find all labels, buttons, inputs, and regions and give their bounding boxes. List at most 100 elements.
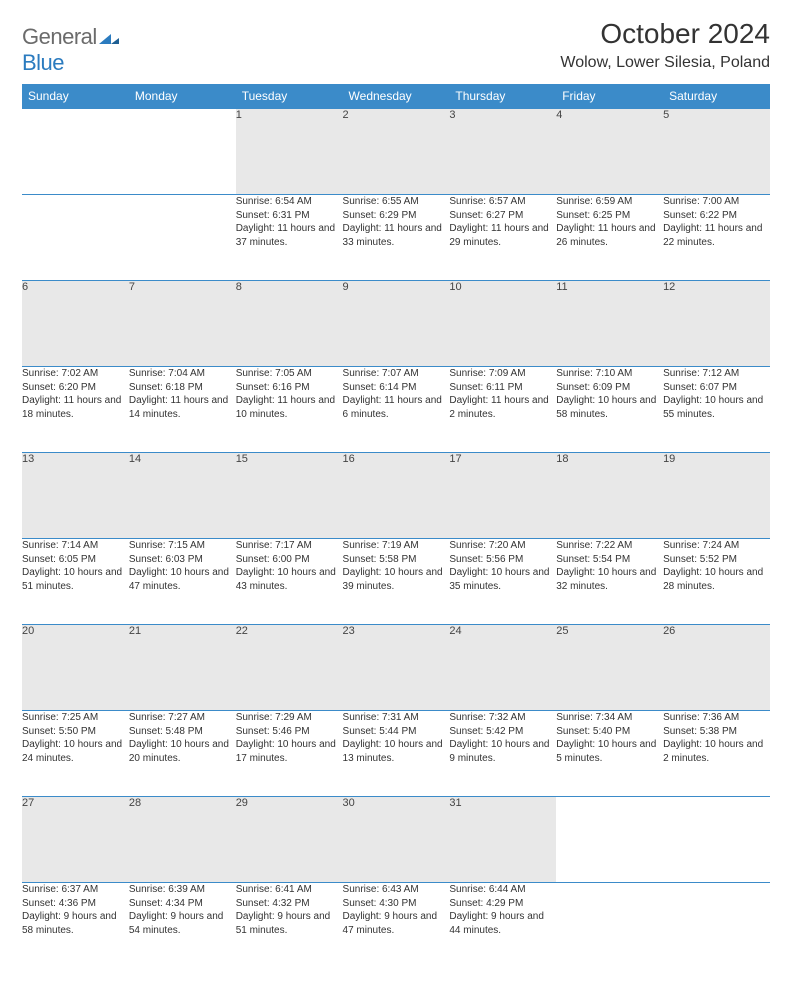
day-number-cell: 22 — [236, 625, 343, 711]
day-detail-cell: Sunrise: 7:27 AMSunset: 5:48 PMDaylight:… — [129, 711, 236, 797]
sunset-text: Sunset: 5:58 PM — [343, 553, 450, 567]
day-number-cell: 23 — [343, 625, 450, 711]
sunrise-text: Sunrise: 7:34 AM — [556, 711, 663, 725]
daylight-text: Daylight: 10 hours and 35 minutes. — [449, 566, 556, 593]
title-block: October 2024 Wolow, Lower Silesia, Polan… — [560, 18, 770, 72]
day-detail-cell — [129, 195, 236, 281]
sunrise-text: Sunrise: 7:25 AM — [22, 711, 129, 725]
day-detail-cell: Sunrise: 6:37 AMSunset: 4:36 PMDaylight:… — [22, 883, 129, 969]
header: General Blue October 2024 Wolow, Lower S… — [22, 18, 770, 76]
day-number-cell: 12 — [663, 281, 770, 367]
day-number-row: 6789101112 — [22, 281, 770, 367]
sunrise-text: Sunrise: 7:07 AM — [343, 367, 450, 381]
day-detail-cell: Sunrise: 6:44 AMSunset: 4:29 PMDaylight:… — [449, 883, 556, 969]
sunrise-text: Sunrise: 6:43 AM — [343, 883, 450, 897]
calendar-table: Sunday Monday Tuesday Wednesday Thursday… — [22, 84, 770, 969]
sunrise-text: Sunrise: 6:39 AM — [129, 883, 236, 897]
daylight-text: Daylight: 10 hours and 13 minutes. — [343, 738, 450, 765]
sunrise-text: Sunrise: 7:10 AM — [556, 367, 663, 381]
day-number-cell: 31 — [449, 797, 556, 883]
location: Wolow, Lower Silesia, Poland — [560, 54, 770, 72]
day-number-cell: 2 — [343, 109, 450, 195]
sunset-text: Sunset: 4:32 PM — [236, 897, 343, 911]
day-number-cell: 11 — [556, 281, 663, 367]
daylight-text: Daylight: 10 hours and 55 minutes. — [663, 394, 770, 421]
sunrise-text: Sunrise: 7:36 AM — [663, 711, 770, 725]
day-detail-cell: Sunrise: 6:54 AMSunset: 6:31 PMDaylight:… — [236, 195, 343, 281]
sunrise-text: Sunrise: 7:04 AM — [129, 367, 236, 381]
daylight-text: Daylight: 9 hours and 44 minutes. — [449, 910, 556, 937]
sunset-text: Sunset: 6:14 PM — [343, 381, 450, 395]
day-number-cell: 18 — [556, 453, 663, 539]
day-number-cell — [22, 109, 129, 195]
day-number-cell — [129, 109, 236, 195]
day-number-cell: 26 — [663, 625, 770, 711]
day-number-cell — [556, 797, 663, 883]
day-number-cell: 1 — [236, 109, 343, 195]
day-number-cell: 4 — [556, 109, 663, 195]
day-number-cell: 20 — [22, 625, 129, 711]
sunset-text: Sunset: 6:03 PM — [129, 553, 236, 567]
daylight-text: Daylight: 10 hours and 58 minutes. — [556, 394, 663, 421]
day-detail-cell: Sunrise: 7:02 AMSunset: 6:20 PMDaylight:… — [22, 367, 129, 453]
sunrise-text: Sunrise: 7:20 AM — [449, 539, 556, 553]
day-detail-cell: Sunrise: 7:34 AMSunset: 5:40 PMDaylight:… — [556, 711, 663, 797]
sunset-text: Sunset: 5:52 PM — [663, 553, 770, 567]
day-number-cell: 7 — [129, 281, 236, 367]
sunrise-text: Sunrise: 7:14 AM — [22, 539, 129, 553]
day-number-cell: 6 — [22, 281, 129, 367]
sunset-text: Sunset: 6:00 PM — [236, 553, 343, 567]
day-number-cell: 30 — [343, 797, 450, 883]
day-number-cell: 27 — [22, 797, 129, 883]
day-number-cell: 16 — [343, 453, 450, 539]
daylight-text: Daylight: 10 hours and 17 minutes. — [236, 738, 343, 765]
sunrise-text: Sunrise: 7:22 AM — [556, 539, 663, 553]
sunrise-text: Sunrise: 7:32 AM — [449, 711, 556, 725]
sunset-text: Sunset: 6:18 PM — [129, 381, 236, 395]
weekday-header: Sunday — [22, 84, 129, 109]
day-number-cell: 19 — [663, 453, 770, 539]
sunset-text: Sunset: 6:09 PM — [556, 381, 663, 395]
day-detail-cell — [556, 883, 663, 969]
sunset-text: Sunset: 6:29 PM — [343, 209, 450, 223]
sunset-text: Sunset: 4:36 PM — [22, 897, 129, 911]
daylight-text: Daylight: 10 hours and 47 minutes. — [129, 566, 236, 593]
sunrise-text: Sunrise: 6:57 AM — [449, 195, 556, 209]
day-number-row: 2728293031 — [22, 797, 770, 883]
day-number-cell: 15 — [236, 453, 343, 539]
sunset-text: Sunset: 6:31 PM — [236, 209, 343, 223]
day-number-cell: 14 — [129, 453, 236, 539]
daylight-text: Daylight: 9 hours and 54 minutes. — [129, 910, 236, 937]
sunrise-text: Sunrise: 7:24 AM — [663, 539, 770, 553]
daylight-text: Daylight: 11 hours and 29 minutes. — [449, 222, 556, 249]
sunset-text: Sunset: 6:16 PM — [236, 381, 343, 395]
sunrise-text: Sunrise: 6:54 AM — [236, 195, 343, 209]
logo-text-general: General — [22, 24, 97, 49]
day-detail-row: Sunrise: 7:25 AMSunset: 5:50 PM Daylight:… — [22, 711, 770, 797]
daylight-text: Daylight: 9 hours and 51 minutes. — [236, 910, 343, 937]
month-title: October 2024 — [560, 18, 770, 50]
sunset-text: Sunset: 4:29 PM — [449, 897, 556, 911]
day-detail-cell: Sunrise: 6:43 AMSunset: 4:30 PMDaylight:… — [343, 883, 450, 969]
day-number-cell: 10 — [449, 281, 556, 367]
day-number-row: 12345 — [22, 109, 770, 195]
day-number-cell: 29 — [236, 797, 343, 883]
day-detail-cell: Sunrise: 6:55 AMSunset: 6:29 PMDaylight:… — [343, 195, 450, 281]
day-detail-cell: Sunrise: 7:07 AMSunset: 6:14 PMDaylight:… — [343, 367, 450, 453]
daylight-text: Daylight: 10 hours and 5 minutes. — [556, 738, 663, 765]
day-detail-cell: Sunrise: 7:32 AMSunset: 5:42 PMDaylight:… — [449, 711, 556, 797]
day-detail-cell: Sunrise: 7:05 AMSunset: 6:16 PMDaylight:… — [236, 367, 343, 453]
day-detail-cell: Sunrise: 7:00 AMSunset: 6:22 PMDaylight:… — [663, 195, 770, 281]
calendar-page: General Blue October 2024 Wolow, Lower S… — [0, 0, 792, 987]
sunset-text: Sunset: 5:50 PM — [22, 725, 129, 739]
daylight-text: Daylight: 10 hours and 43 minutes. — [236, 566, 343, 593]
daylight-text: Daylight: 10 hours and 39 minutes. — [343, 566, 450, 593]
day-number-cell: 28 — [129, 797, 236, 883]
day-detail-cell: Sunrise: 7:04 AMSunset: 6:18 PMDaylight:… — [129, 367, 236, 453]
daylight-text: Daylight: 11 hours and 10 minutes. — [236, 394, 343, 421]
logo-text-blue: Blue — [22, 50, 64, 75]
day-detail-cell: Sunrise: 7:10 AMSunset: 6:09 PMDaylight:… — [556, 367, 663, 453]
daylight-text: Daylight: 9 hours and 47 minutes. — [343, 910, 450, 937]
sunrise-text: Sunrise: 6:44 AM — [449, 883, 556, 897]
sunrise-text: Sunrise: 7:02 AM — [22, 367, 129, 381]
